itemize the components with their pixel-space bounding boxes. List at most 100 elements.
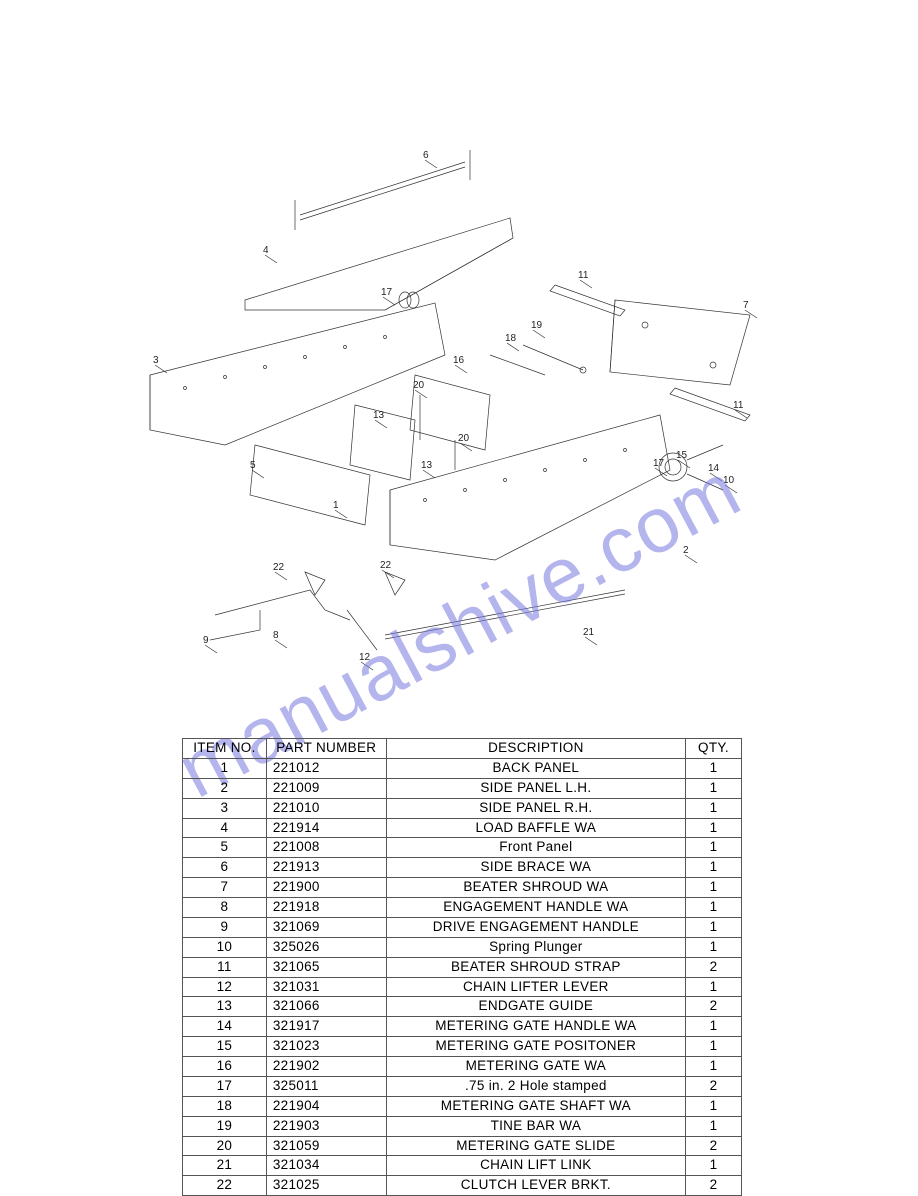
cell-part: 321059 bbox=[266, 1136, 386, 1156]
table-row: 9321069DRIVE ENGAGEMENT HANDLE1 bbox=[183, 917, 742, 937]
cell-part: 221012 bbox=[266, 758, 386, 778]
callout-label: 13 bbox=[421, 460, 433, 471]
cell-qty: 1 bbox=[686, 1037, 742, 1057]
cell-part: 221918 bbox=[266, 898, 386, 918]
cell-qty: 2 bbox=[686, 997, 742, 1017]
cell-part: 221900 bbox=[266, 878, 386, 898]
cell-qty: 1 bbox=[686, 838, 742, 858]
cell-part: 325011 bbox=[266, 1076, 386, 1096]
header-part: PART NUMBER bbox=[266, 739, 386, 759]
table-row: 10325026Spring Plunger1 bbox=[183, 937, 742, 957]
cell-item: 22 bbox=[183, 1176, 267, 1196]
cell-qty: 1 bbox=[686, 898, 742, 918]
cell-desc: CLUTCH LEVER BRKT. bbox=[386, 1176, 685, 1196]
header-desc: DESCRIPTION bbox=[386, 739, 685, 759]
cell-desc: .75 in. 2 Hole stamped bbox=[386, 1076, 685, 1096]
callout-label: 11 bbox=[733, 400, 744, 411]
cell-part: 321066 bbox=[266, 997, 386, 1017]
cell-qty: 1 bbox=[686, 778, 742, 798]
cell-qty: 2 bbox=[686, 1176, 742, 1196]
table-row: 13321066ENDGATE GUIDE2 bbox=[183, 997, 742, 1017]
cell-item: 5 bbox=[183, 838, 267, 858]
cell-desc: SIDE BRACE WA bbox=[386, 858, 685, 878]
table-row: 3221010SIDE PANEL R.H.1 bbox=[183, 798, 742, 818]
table-row: 18221904METERING GATE SHAFT WA1 bbox=[183, 1096, 742, 1116]
cell-item: 16 bbox=[183, 1057, 267, 1077]
cell-qty: 2 bbox=[686, 957, 742, 977]
cell-item: 7 bbox=[183, 878, 267, 898]
cell-qty: 1 bbox=[686, 1096, 742, 1116]
callout-label: 19 bbox=[531, 320, 543, 331]
cell-item: 18 bbox=[183, 1096, 267, 1116]
cell-desc: METERING GATE POSITONER bbox=[386, 1037, 685, 1057]
table-row: 21321034CHAIN LIFT LINK1 bbox=[183, 1156, 742, 1176]
callout-label: 14 bbox=[708, 463, 720, 474]
callout-label: 17 bbox=[653, 458, 665, 469]
cell-qty: 1 bbox=[686, 758, 742, 778]
cell-part: 221009 bbox=[266, 778, 386, 798]
callout-label: 7 bbox=[743, 300, 749, 311]
callout-label: 9 bbox=[203, 635, 209, 646]
cell-qty: 1 bbox=[686, 937, 742, 957]
cell-desc: DRIVE ENGAGEMENT HANDLE bbox=[386, 917, 685, 937]
cell-qty: 1 bbox=[686, 1057, 742, 1077]
cell-item: 3 bbox=[183, 798, 267, 818]
cell-qty: 1 bbox=[686, 1116, 742, 1136]
table-row: 7221900BEATER SHROUD WA1 bbox=[183, 878, 742, 898]
cell-item: 20 bbox=[183, 1136, 267, 1156]
cell-desc: METERING GATE HANDLE WA bbox=[386, 1017, 685, 1037]
cell-desc: Front Panel bbox=[386, 838, 685, 858]
header-qty: QTY. bbox=[686, 739, 742, 759]
diagram-svg: 6417117319181620131115171410511320222228… bbox=[115, 140, 820, 710]
cell-part: 321069 bbox=[266, 917, 386, 937]
callout-label: 20 bbox=[413, 380, 425, 391]
page: 6417117319181620131115171410511320222228… bbox=[0, 0, 918, 1188]
cell-item: 2 bbox=[183, 778, 267, 798]
cell-part: 321031 bbox=[266, 977, 386, 997]
callout-label: 13 bbox=[373, 410, 385, 421]
cell-part: 321034 bbox=[266, 1156, 386, 1176]
table-row: 2221009SIDE PANEL L.H.1 bbox=[183, 778, 742, 798]
cell-part: 221902 bbox=[266, 1057, 386, 1077]
cell-desc: BACK PANEL bbox=[386, 758, 685, 778]
callout-label: 21 bbox=[583, 627, 595, 638]
cell-qty: 1 bbox=[686, 818, 742, 838]
callout-label: 17 bbox=[381, 287, 393, 298]
cell-desc: Spring Plunger bbox=[386, 937, 685, 957]
callout-label: 18 bbox=[505, 333, 517, 344]
cell-part: 321023 bbox=[266, 1037, 386, 1057]
cell-item: 19 bbox=[183, 1116, 267, 1136]
parts-table: ITEM NO. PART NUMBER DESCRIPTION QTY. 12… bbox=[182, 738, 742, 1196]
callout-label: 4 bbox=[263, 245, 269, 256]
cell-part: 221010 bbox=[266, 798, 386, 818]
table-row: 17325011.75 in. 2 Hole stamped2 bbox=[183, 1076, 742, 1096]
cell-desc: SIDE PANEL L.H. bbox=[386, 778, 685, 798]
table-row: 8221918ENGAGEMENT HANDLE WA1 bbox=[183, 898, 742, 918]
cell-qty: 1 bbox=[686, 878, 742, 898]
exploded-diagram: 6417117319181620131115171410511320222228… bbox=[115, 140, 820, 710]
callout-label: 16 bbox=[453, 355, 465, 366]
cell-qty: 1 bbox=[686, 1017, 742, 1037]
table-row: 19221903TINE BAR WA1 bbox=[183, 1116, 742, 1136]
cell-item: 6 bbox=[183, 858, 267, 878]
cell-qty: 2 bbox=[686, 1076, 742, 1096]
cell-item: 15 bbox=[183, 1037, 267, 1057]
cell-part: 321917 bbox=[266, 1017, 386, 1037]
cell-desc: METERING GATE SHAFT WA bbox=[386, 1096, 685, 1116]
cell-part: 325026 bbox=[266, 937, 386, 957]
callout-label: 6 bbox=[423, 150, 429, 161]
cell-part: 221904 bbox=[266, 1096, 386, 1116]
cell-item: 12 bbox=[183, 977, 267, 997]
cell-desc: SIDE PANEL R.H. bbox=[386, 798, 685, 818]
callout-label: 8 bbox=[273, 630, 279, 641]
cell-qty: 1 bbox=[686, 858, 742, 878]
table-row: 11321065BEATER SHROUD STRAP2 bbox=[183, 957, 742, 977]
cell-part: 321025 bbox=[266, 1176, 386, 1196]
cell-desc: ENGAGEMENT HANDLE WA bbox=[386, 898, 685, 918]
cell-item: 10 bbox=[183, 937, 267, 957]
callout-label: 1 bbox=[333, 500, 339, 511]
cell-part: 221903 bbox=[266, 1116, 386, 1136]
table-row: 16221902METERING GATE WA1 bbox=[183, 1057, 742, 1077]
cell-qty: 2 bbox=[686, 1136, 742, 1156]
cell-desc: BEATER SHROUD STRAP bbox=[386, 957, 685, 977]
